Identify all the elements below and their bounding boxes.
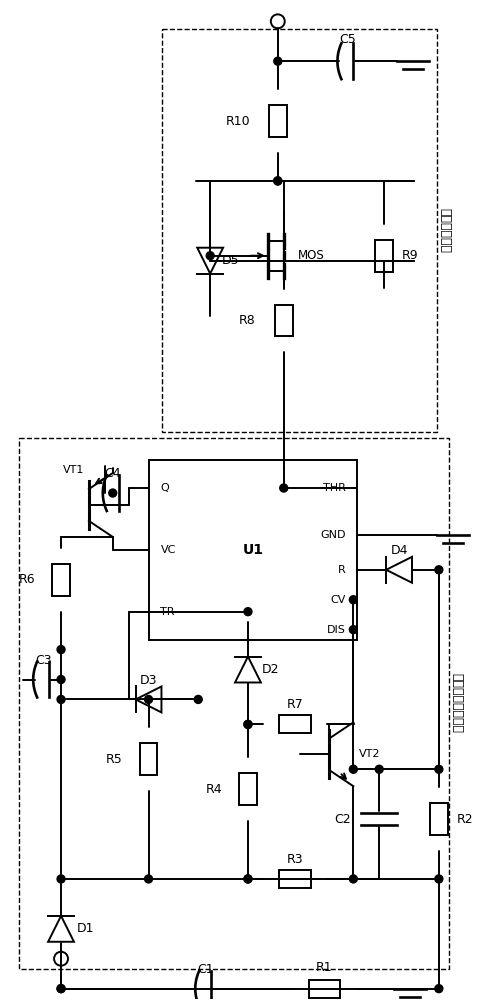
Text: D4: D4: [389, 544, 407, 557]
Circle shape: [273, 57, 281, 65]
Text: R5: R5: [106, 753, 122, 766]
Circle shape: [434, 875, 442, 883]
Bar: [139, 743, 157, 775]
Text: D2: D2: [261, 663, 279, 676]
Bar: [162, 29, 436, 432]
Text: D1: D1: [77, 922, 94, 935]
Bar: [19, 438, 448, 969]
Text: D5: D5: [222, 254, 239, 267]
Circle shape: [243, 875, 252, 883]
Text: R9: R9: [401, 249, 418, 262]
Bar: [308, 980, 340, 998]
Text: C2: C2: [334, 813, 350, 826]
Text: D3: D3: [140, 674, 157, 687]
Circle shape: [348, 765, 357, 773]
Circle shape: [206, 252, 214, 260]
Text: VT2: VT2: [359, 749, 380, 759]
Text: DIS: DIS: [326, 625, 345, 635]
Circle shape: [279, 484, 287, 492]
Bar: [429, 803, 447, 835]
Circle shape: [108, 489, 117, 497]
Text: U1: U1: [242, 543, 263, 557]
Text: R8: R8: [239, 314, 255, 327]
Text: R1: R1: [315, 961, 332, 974]
Circle shape: [57, 695, 65, 703]
Text: R4: R4: [205, 783, 222, 796]
Circle shape: [243, 608, 252, 616]
Text: MOS: MOS: [297, 249, 324, 262]
Bar: [148, 460, 357, 640]
Bar: [268, 105, 286, 137]
Bar: [278, 715, 310, 733]
Circle shape: [434, 985, 442, 993]
Bar: [274, 305, 292, 336]
Bar: [374, 240, 392, 272]
Circle shape: [243, 720, 252, 728]
Text: TR: TR: [160, 607, 175, 617]
Circle shape: [374, 765, 383, 773]
Text: R7: R7: [286, 698, 302, 711]
Circle shape: [348, 875, 357, 883]
Text: C4: C4: [104, 467, 121, 480]
Circle shape: [348, 596, 357, 604]
Bar: [278, 870, 310, 888]
Circle shape: [243, 875, 252, 883]
Circle shape: [273, 177, 281, 185]
Circle shape: [194, 695, 202, 703]
Text: R10: R10: [225, 115, 250, 128]
Text: THR: THR: [322, 483, 345, 493]
Circle shape: [273, 177, 281, 185]
Text: R: R: [337, 565, 345, 575]
Circle shape: [57, 676, 65, 683]
Text: VC: VC: [160, 545, 176, 555]
Circle shape: [144, 695, 152, 703]
Circle shape: [57, 646, 65, 654]
Circle shape: [243, 720, 252, 728]
Text: R3: R3: [286, 853, 302, 866]
Text: 信号滤波电路: 信号滤波电路: [437, 208, 450, 253]
Text: 集成信号处理电路: 集成信号处理电路: [449, 673, 462, 733]
Circle shape: [57, 985, 65, 993]
Text: CV: CV: [329, 595, 345, 605]
Circle shape: [348, 626, 357, 634]
Bar: [239, 773, 256, 805]
Circle shape: [57, 875, 65, 883]
Text: R6: R6: [19, 573, 35, 586]
Text: GND: GND: [319, 530, 345, 540]
Text: Q: Q: [160, 483, 169, 493]
Text: C3: C3: [35, 654, 51, 667]
Circle shape: [57, 985, 65, 993]
Bar: [52, 564, 70, 596]
Circle shape: [434, 765, 442, 773]
Circle shape: [434, 566, 442, 574]
Text: C5: C5: [338, 33, 355, 46]
Text: C1: C1: [196, 963, 213, 976]
Text: VT1: VT1: [62, 465, 84, 475]
Text: R2: R2: [456, 813, 472, 826]
Circle shape: [144, 875, 152, 883]
